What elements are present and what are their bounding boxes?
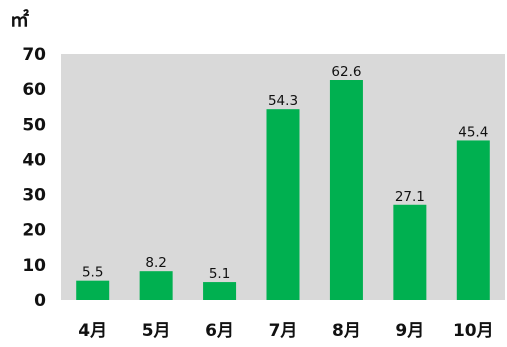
x-tick-label: 8月 <box>332 321 361 341</box>
data-label: 5.1 <box>209 266 230 282</box>
y-tick-label: 10 <box>22 256 46 276</box>
bars <box>76 80 490 301</box>
x-axis-categories: 4月 5月 6月 7月 8月 9月 10月 <box>78 321 493 341</box>
y-tick-label: 20 <box>22 221 46 241</box>
y-tick-label: 50 <box>22 115 46 135</box>
bar <box>329 80 363 301</box>
x-tick-label: 6月 <box>205 321 234 341</box>
bar <box>76 280 110 300</box>
x-tick-label: 5月 <box>142 321 171 341</box>
bar <box>203 282 237 300</box>
bar <box>456 140 490 300</box>
data-label: 27.1 <box>395 189 425 205</box>
data-label: 5.5 <box>82 265 103 281</box>
y-tick-label: 0 <box>34 291 46 311</box>
bar <box>139 271 173 300</box>
y-axis-ticks: 0 10 20 30 40 50 60 70 <box>22 45 46 311</box>
y-tick-label: 60 <box>22 80 46 100</box>
data-labels: 5.5 8.2 5.1 54.3 62.6 27.1 45.4 <box>82 64 488 282</box>
x-tick-label: 4月 <box>78 321 107 341</box>
y-tick-label: 70 <box>22 45 46 65</box>
data-label: 8.2 <box>145 255 166 271</box>
x-tick-label: 9月 <box>395 321 424 341</box>
y-tick-label: 40 <box>22 150 46 170</box>
x-tick-label: 7月 <box>269 321 298 341</box>
bar <box>393 204 427 300</box>
y-tick-label: 30 <box>22 186 46 206</box>
y-unit-label: ㎡ <box>10 8 29 31</box>
data-label: 54.3 <box>268 93 298 109</box>
data-label: 45.4 <box>458 124 488 140</box>
bar <box>266 109 300 300</box>
x-tick-label: 10月 <box>453 321 494 341</box>
data-label: 62.6 <box>331 64 361 80</box>
